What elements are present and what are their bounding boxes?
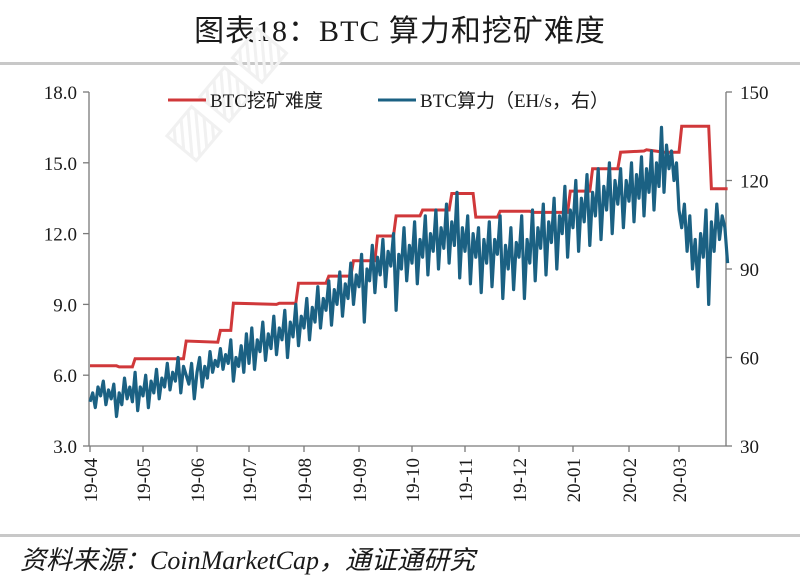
right-y-tick-label: 120: [740, 172, 769, 193]
x-tick-label: 19-04: [81, 458, 102, 503]
x-tick-label: 20-02: [620, 458, 641, 502]
hashrate-series-line: [88, 125, 730, 419]
right-y-tick-label: 30: [740, 437, 759, 458]
x-tick-label: 19-12: [510, 458, 531, 502]
x-tick-label: 19-10: [403, 458, 424, 502]
legend-label: BTC算力（EH/s，右）: [420, 90, 609, 112]
bottom-divider: [0, 534, 800, 537]
chart-title: 图表18：BTC 算力和挖矿难度: [194, 15, 606, 48]
chart-axes: 3.0 6.0 9.0 12.0 15.0 18.0 30 60 90 120 150 19-04 19…: [44, 83, 769, 502]
left-y-tick-label: 12.0: [44, 225, 77, 246]
x-tick-label: 20-01: [564, 458, 585, 502]
right-y-tick-label: 150: [740, 83, 769, 104]
x-tick-label: 19-09: [350, 458, 371, 502]
x-tick-label: 19-11: [456, 458, 477, 502]
left-y-tick-label: 18.0: [44, 83, 77, 104]
x-tick-label: 19-07: [240, 458, 261, 502]
x-tick-label: 20-03: [670, 458, 691, 502]
difficulty-series-line: [90, 124, 728, 369]
legend-label: BTC挖矿难度: [210, 90, 323, 112]
source-note: 资料来源：CoinMarketCap，通证通研究: [20, 546, 475, 575]
chart-legend: BTC挖矿难度 BTC算力（EH/s，右）: [168, 90, 609, 112]
left-y-tick-label: 3.0: [53, 437, 77, 458]
left-y-tick-label: 15.0: [44, 154, 77, 175]
left-y-tick-label: 6.0: [53, 366, 77, 387]
x-tick-label: 19-05: [134, 458, 155, 502]
right-y-tick-label: 90: [740, 260, 759, 281]
left-y-tick-label: 9.0: [53, 295, 77, 316]
x-tick-label: 19-08: [295, 458, 316, 502]
top-divider: [0, 62, 800, 65]
right-y-tick-label: 60: [740, 349, 759, 370]
x-tick-label: 19-06: [188, 458, 209, 502]
